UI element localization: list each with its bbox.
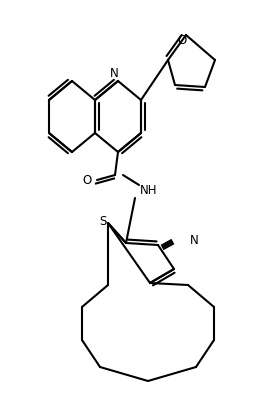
Text: O: O: [177, 34, 187, 47]
Text: O: O: [82, 173, 91, 186]
Text: N: N: [190, 233, 199, 246]
Text: NH: NH: [140, 184, 157, 196]
Text: S: S: [99, 214, 107, 228]
Text: N: N: [110, 67, 118, 80]
